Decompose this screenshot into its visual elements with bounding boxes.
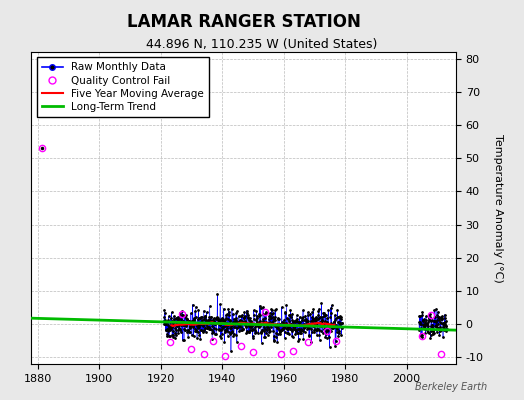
Y-axis label: Temperature Anomaly (°C): Temperature Anomaly (°C) <box>493 134 503 282</box>
Text: Berkeley Earth: Berkeley Earth <box>415 382 487 392</box>
Text: 44.896 N, 110.235 W (United States): 44.896 N, 110.235 W (United States) <box>146 38 378 51</box>
Title: LAMAR RANGER STATION: LAMAR RANGER STATION <box>127 13 361 31</box>
Legend: Raw Monthly Data, Quality Control Fail, Five Year Moving Average, Long-Term Tren: Raw Monthly Data, Quality Control Fail, … <box>37 57 209 117</box>
